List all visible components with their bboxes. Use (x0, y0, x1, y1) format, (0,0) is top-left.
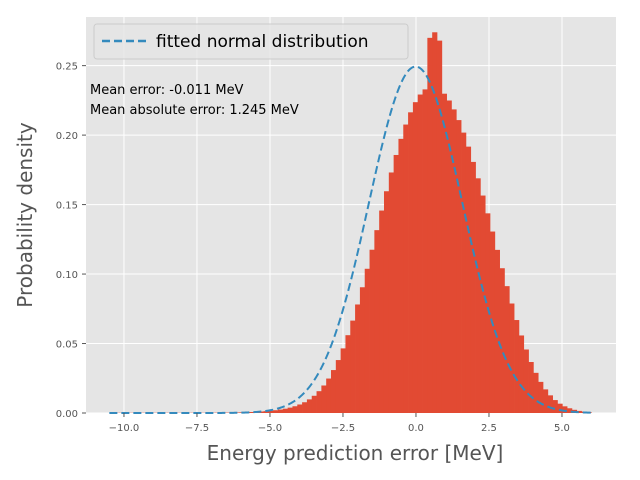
histogram-bar (268, 410, 274, 413)
histogram-bar (538, 381, 544, 413)
histogram-bar (485, 213, 491, 413)
mean-error-annotation: Mean error: -0.011 MeV (90, 83, 244, 98)
y-tick-label: 0.15 (56, 201, 78, 212)
legend: fitted normal distribution (93, 23, 409, 60)
histogram-bar (422, 89, 428, 414)
histogram-bar (475, 178, 481, 413)
histogram-bar (504, 286, 510, 413)
histogram-bar (383, 191, 390, 413)
x-tick-label: 2.5 (481, 423, 497, 434)
histogram-bar (451, 109, 457, 414)
x-tick-label: 0.0 (408, 423, 424, 434)
histogram-bar (321, 385, 327, 413)
histogram-bar (297, 404, 303, 413)
histogram-bar (359, 287, 366, 413)
histogram-bar (374, 230, 380, 413)
histogram-bar (306, 399, 313, 413)
histogram-bar (398, 138, 404, 413)
histogram-bar (436, 40, 443, 413)
y-tick-label: 0.20 (56, 131, 78, 142)
histogram-bar (446, 100, 452, 413)
histogram-bar (417, 94, 423, 414)
histogram-bar (369, 249, 375, 413)
histogram-bar (350, 320, 356, 413)
histogram-bar (355, 304, 361, 413)
histogram-bar (465, 146, 472, 414)
mean-absolute-error-annotation: Mean absolute error: 1.245 MeV (90, 103, 299, 118)
histogram-bar (364, 268, 370, 413)
x-tick-label: 5.0 (554, 423, 570, 434)
histogram-bar (523, 349, 529, 413)
histogram-bar (263, 411, 269, 413)
y-tick-label: 0.10 (56, 270, 78, 281)
x-tick-label: −2.5 (331, 423, 355, 434)
x-tick-label: −10.0 (109, 423, 140, 434)
legend-label: fitted normal distribution (156, 32, 369, 52)
histogram-bar (461, 132, 467, 413)
histogram-bar (330, 370, 337, 413)
histogram-bar (302, 402, 308, 413)
histogram-bar (542, 389, 549, 413)
y-axis-label: Probability density (13, 122, 37, 308)
x-axis-label: Energy prediction error [MeV] (207, 441, 504, 465)
histogram-bar (576, 410, 582, 413)
y-tick-label: 0.25 (56, 62, 78, 73)
histogram-bar (388, 172, 394, 413)
histogram-bar (470, 161, 476, 413)
histogram-bar (316, 391, 322, 413)
histogram-bar (408, 112, 414, 413)
histogram-bar (326, 378, 332, 413)
histogram-bar (567, 408, 573, 413)
histogram-bar (509, 303, 515, 413)
histogram-bar (562, 406, 568, 413)
histogram-bar (528, 362, 534, 413)
histogram-bar (432, 32, 438, 413)
histogram-bar (499, 268, 505, 413)
histogram-bar (557, 403, 563, 413)
histogram-bar (533, 372, 539, 413)
histogram-bar (292, 406, 298, 413)
histogram-bar (552, 400, 558, 413)
histogram-bar (393, 154, 399, 413)
y-axis-ticks: 0.00 0.05 0.10 0.15 0.20 0.25 (56, 62, 86, 420)
legend-box (93, 23, 409, 60)
histogram-bar (249, 411, 255, 413)
x-tick-label: −5.0 (258, 423, 282, 434)
histogram-bar (518, 335, 525, 413)
histogram-bar (287, 407, 293, 413)
y-tick-label: 0.00 (56, 409, 78, 420)
histogram-bar (345, 335, 351, 413)
histogram-bar (311, 395, 317, 413)
histogram-bar (340, 348, 346, 413)
histogram-bar (282, 408, 288, 413)
histogram-bar (456, 120, 462, 414)
histogram-bar (480, 195, 486, 413)
histogram-bar (403, 124, 409, 414)
fitted-normal-line (109, 65, 592, 414)
histogram-bar (335, 360, 341, 413)
histogram-bar (379, 210, 385, 413)
histogram-bars (109, 32, 592, 414)
x-tick-label: −7.5 (185, 423, 209, 434)
x-axis-ticks: −10.0 −7.5 −5.0 −2.5 0.0 2.5 5.0 (109, 413, 570, 434)
histogram-bar (427, 37, 433, 414)
histogram-bar (494, 249, 500, 413)
histogram-bar (514, 320, 520, 413)
histogram-bar (412, 102, 419, 413)
histogram-bar (277, 409, 284, 413)
histogram-bar (547, 395, 553, 413)
y-tick-label: 0.05 (56, 340, 78, 351)
histogram-bar (273, 410, 279, 413)
histogram-bar (441, 93, 447, 413)
